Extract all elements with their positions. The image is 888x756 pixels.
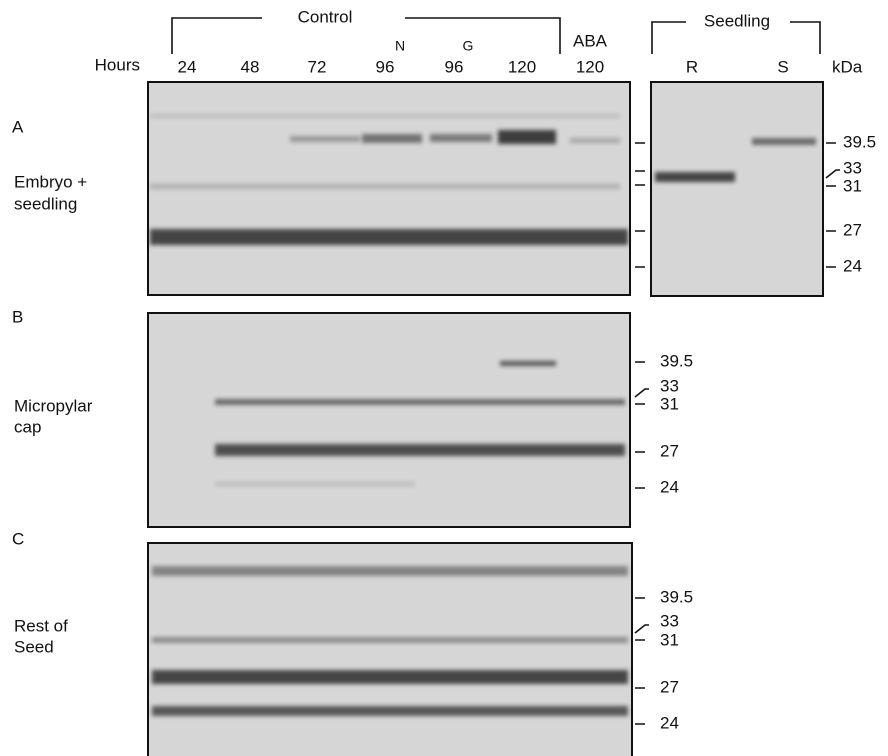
aba-label: ABA — [573, 31, 608, 50]
superscript: G — [463, 38, 474, 54]
panel-label: Embryo + — [14, 172, 87, 191]
marker-ticks — [634, 597, 649, 725]
blot — [147, 542, 633, 756]
bands — [215, 361, 625, 486]
marker-ticks — [825, 142, 840, 268]
seedling-bracket — [651, 21, 821, 54]
blot — [147, 312, 631, 528]
lane-label: 120 — [576, 57, 604, 76]
marker-label: 24 — [660, 713, 679, 732]
marker-label: 31 — [660, 394, 679, 413]
panel-label: cap — [14, 417, 41, 436]
kda-label: kDa — [832, 57, 863, 76]
lane-label: 72 — [308, 57, 327, 76]
marker-label: 24 — [843, 256, 862, 275]
control-label: Control — [298, 7, 353, 26]
marker-label: 33 — [660, 376, 679, 395]
panel-letter: B — [12, 307, 23, 326]
marker-label: 31 — [660, 630, 679, 649]
lane-label: 48 — [241, 57, 260, 76]
marker-ticks — [634, 361, 649, 489]
marker-ticks — [635, 142, 645, 268]
panel-letter: A — [12, 117, 24, 136]
lane-label: 120 — [508, 57, 536, 76]
panel-letter: C — [12, 529, 24, 548]
marker-label: 39.5 — [660, 351, 693, 370]
blot — [650, 81, 824, 297]
lane-label: R — [686, 57, 698, 76]
hours-label: Hours — [95, 55, 140, 74]
marker-label: 39.5 — [660, 587, 693, 606]
bands — [150, 114, 816, 245]
panel-label: Micropylar — [14, 396, 93, 415]
lane-label: 96 — [376, 57, 395, 76]
marker-label: 24 — [660, 477, 679, 496]
panel-label: Seed — [14, 637, 54, 656]
marker-label: 27 — [660, 677, 679, 696]
seedling-label: Seedling — [704, 11, 770, 30]
panel-label: seedling — [14, 194, 77, 213]
lane-label: 24 — [178, 57, 197, 76]
marker-label: 33 — [660, 611, 679, 630]
superscript: N — [395, 38, 405, 54]
marker-label: 27 — [660, 441, 679, 460]
lane-label: 96 — [445, 57, 464, 76]
lane-label: S — [777, 57, 788, 76]
bands — [152, 566, 628, 716]
marker-label: 33 — [843, 158, 862, 177]
marker-label: 27 — [843, 220, 862, 239]
marker-label: 31 — [843, 176, 862, 195]
panel-label: Rest of — [14, 616, 68, 635]
control-bracket — [171, 17, 561, 54]
marker-label: 39.5 — [843, 132, 876, 151]
